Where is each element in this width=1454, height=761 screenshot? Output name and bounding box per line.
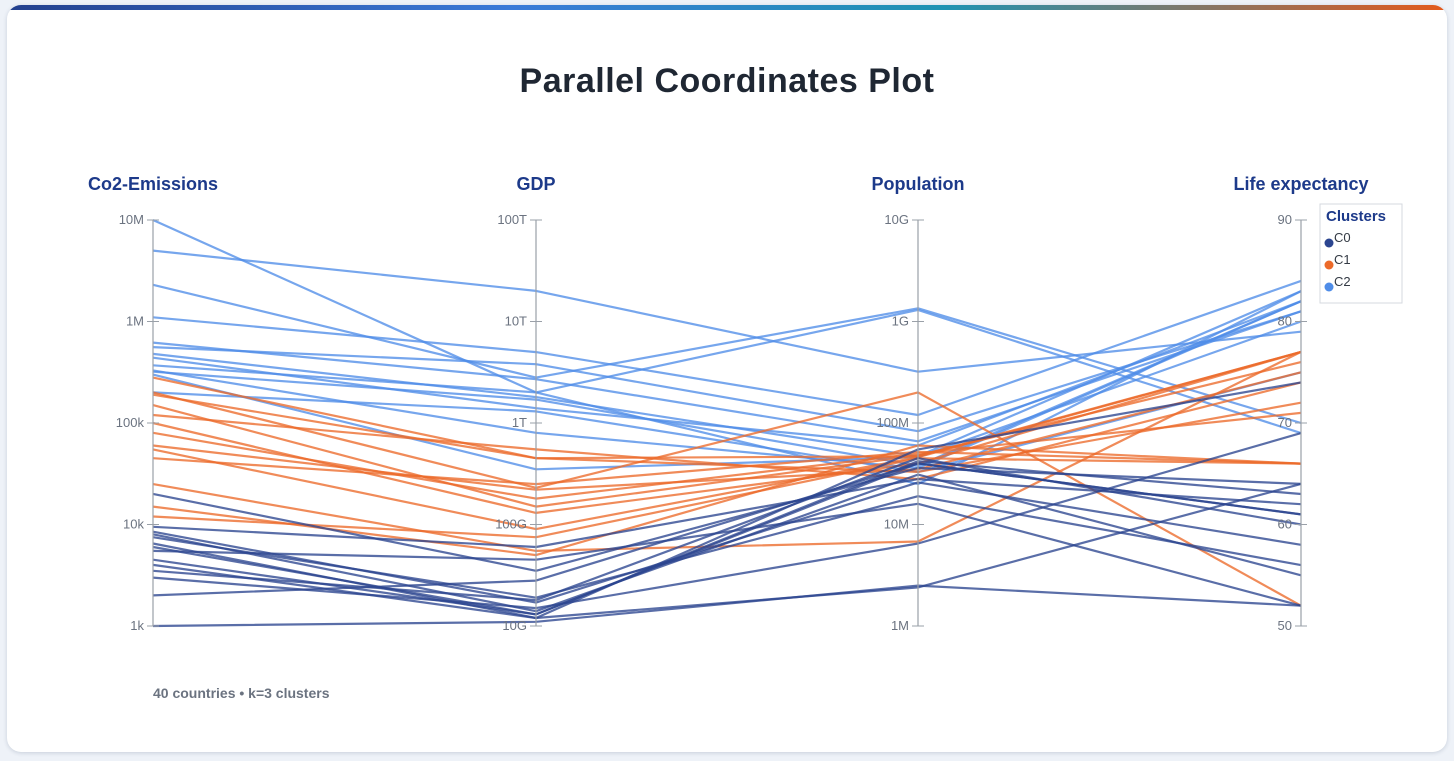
axis-3: Life expectancy 90 80 70 60 50 — [1233, 174, 1368, 633]
axis-title: Life expectancy — [1233, 174, 1368, 194]
legend-label: C1 — [1334, 252, 1351, 267]
tick-label: 10T — [505, 314, 527, 329]
series-line-c0 — [152, 473, 1302, 613]
tick-label: 10G — [502, 618, 527, 633]
legend-label: C0 — [1334, 230, 1351, 245]
tick-label: 1M — [891, 618, 909, 633]
tick-label: 1k — [130, 618, 144, 633]
series-line-c0 — [152, 381, 1302, 620]
series-line-c1 — [152, 350, 1302, 531]
series-line-c1 — [152, 444, 1302, 557]
series-line-c0 — [152, 502, 1302, 607]
tick-label: 100k — [116, 415, 145, 430]
tick-label: 100M — [876, 415, 909, 430]
tick-label: 50 — [1278, 618, 1292, 633]
legend: Clusters C0 C1 C2 — [1319, 203, 1403, 304]
series-line-c2 — [152, 371, 1302, 473]
tick-label: 80 — [1278, 314, 1292, 329]
series-line-c2 — [152, 300, 1302, 467]
series-line-c2 — [152, 249, 1302, 373]
legend-swatch — [1324, 238, 1334, 248]
axis-title: Co2-Emissions — [88, 174, 218, 194]
tick-label: 1M — [126, 314, 144, 329]
series-line-c1 — [152, 381, 1302, 481]
tick-label: 70 — [1278, 415, 1292, 430]
legend-entry-c1: C1 — [1324, 252, 1351, 270]
accent-bar — [7, 5, 1447, 10]
series-line-c0 — [152, 495, 1302, 599]
tick-label: 60 — [1278, 517, 1292, 532]
axes-layer: Co2-Emissions 10M 1M 100k 10k 1k GDP 100T 10T 1T 1… — [88, 174, 1369, 633]
series-line-c2 — [152, 283, 1302, 425]
polylines-layer — [152, 218, 1302, 628]
axis-title: GDP — [516, 174, 555, 194]
chart-title: Parallel Coordinates Plot — [519, 62, 935, 100]
series-line-c2 — [152, 300, 1302, 447]
series-line-c2 — [152, 279, 1302, 417]
series-line-c2 — [152, 310, 1302, 433]
legend-title: Clusters — [1326, 208, 1386, 225]
series-line-c0 — [152, 457, 1302, 602]
tick-label: 100T — [497, 212, 527, 227]
series-line-c1 — [152, 457, 1302, 539]
series-line-c0 — [152, 466, 1302, 572]
legend-entry-c2: C2 — [1324, 274, 1351, 292]
tick-label: 10M — [884, 517, 909, 532]
legend-entry-c0: C0 — [1324, 230, 1351, 248]
legend-box — [1319, 203, 1403, 304]
series-line-c2 — [152, 290, 1302, 486]
tick-label: 90 — [1278, 212, 1292, 227]
series-line-c1 — [152, 371, 1302, 491]
axis-0: Co2-Emissions 10M 1M 100k 10k 1k — [88, 174, 218, 633]
legend-swatch — [1324, 282, 1334, 292]
series-line-c0 — [152, 482, 1302, 620]
tick-label: 10k — [123, 517, 144, 532]
tick-label: 1G — [892, 314, 909, 329]
footer-note: 40 countries • k=3 clusters — [153, 685, 330, 701]
series-line-c1 — [152, 391, 1302, 607]
axis-2: Population 10G 1G 100M 10M 1M — [872, 174, 965, 633]
series-line-c1 — [152, 450, 1302, 486]
tick-label: 10M — [119, 212, 144, 227]
series-line-c1 — [152, 411, 1302, 500]
series-line-c0 — [152, 462, 1302, 616]
legend-label: C2 — [1334, 274, 1351, 289]
tick-label: 1T — [512, 415, 527, 430]
series-line-c0 — [152, 584, 1302, 628]
tick-label: 100G — [495, 517, 527, 532]
tick-label: 10G — [884, 212, 909, 227]
series-line-c2 — [152, 310, 1302, 443]
axis-1: GDP 100T 10T 1T 100G 10G — [495, 174, 555, 633]
legend-swatch — [1324, 260, 1334, 270]
axis-title: Population — [872, 174, 965, 194]
